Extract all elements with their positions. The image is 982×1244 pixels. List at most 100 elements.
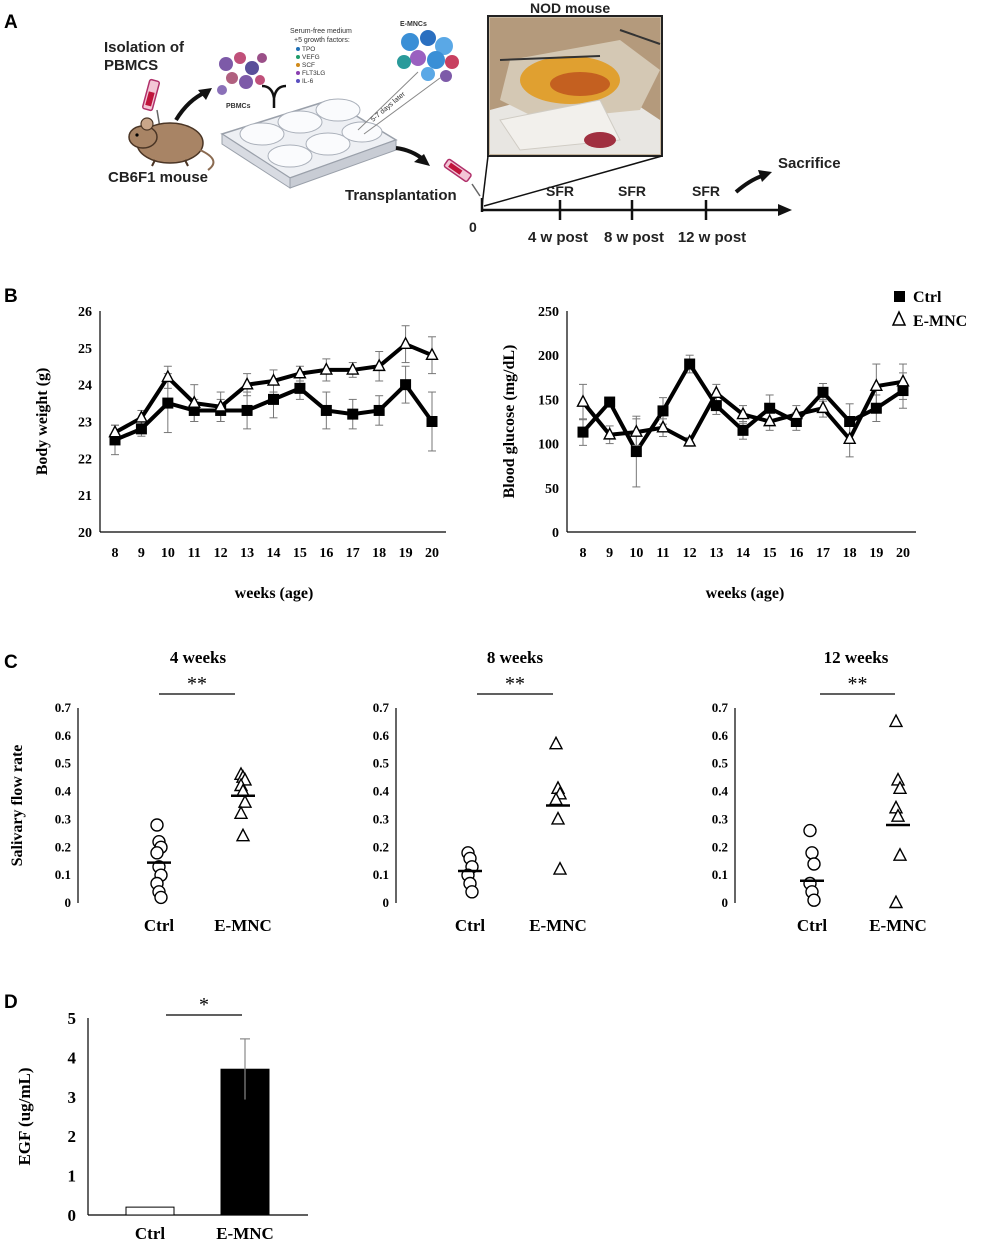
data-point-ctrl bbox=[817, 386, 829, 398]
isolation-label: Isolation of bbox=[104, 39, 185, 56]
medium-dot bbox=[296, 71, 300, 75]
x-tick-label: 11 bbox=[188, 546, 201, 561]
y-tick-label: 0.4 bbox=[55, 784, 72, 799]
y-tick-label: 100 bbox=[538, 438, 559, 453]
data-point-ctrl bbox=[870, 402, 882, 414]
data-point-ctrl bbox=[790, 416, 802, 427]
medium-dot bbox=[296, 47, 300, 51]
data-point-e-mnc bbox=[892, 847, 908, 861]
data-point-e-mnc bbox=[240, 376, 254, 390]
y-tick-label: 0.2 bbox=[373, 839, 389, 854]
data-point-e-mnc bbox=[237, 794, 253, 808]
data-point-e-mnc bbox=[603, 426, 617, 440]
data-point-e-mnc bbox=[709, 385, 723, 399]
data-point-e-mnc bbox=[398, 336, 413, 349]
y-tick-label: 0 bbox=[65, 895, 72, 910]
data-point-ctrl bbox=[400, 379, 412, 391]
panel-label-c: C bbox=[4, 652, 18, 673]
y-tick-label: 0.4 bbox=[712, 784, 729, 799]
y-tick-label: 0 bbox=[552, 526, 559, 541]
data-point-e-mnc bbox=[736, 406, 750, 420]
data-point-ctrl bbox=[604, 396, 616, 408]
arrow-icon bbox=[395, 146, 430, 166]
x-tick-label: 8 bbox=[112, 546, 119, 561]
y-tick-label: 22 bbox=[78, 452, 92, 467]
data-point-e-mnc bbox=[656, 419, 670, 433]
y-tick-label: 0.6 bbox=[373, 728, 390, 743]
data-point-e-mnc bbox=[683, 434, 697, 447]
timeline-marker-bottom: 12 w post bbox=[678, 229, 746, 246]
x-tick-label: 13 bbox=[240, 546, 254, 561]
x-tick-label: 16 bbox=[789, 546, 803, 561]
x-tick-label: 17 bbox=[346, 546, 360, 561]
data-point-ctrl bbox=[135, 423, 147, 435]
x-tick-label: 18 bbox=[372, 546, 386, 561]
data-point-e-mnc bbox=[888, 799, 904, 814]
y-tick-label: 0.6 bbox=[712, 728, 729, 743]
data-point-ctrl bbox=[320, 404, 332, 416]
data-point-e-mnc bbox=[816, 400, 830, 414]
y-tick-label: 0.7 bbox=[712, 700, 729, 715]
data-point-ctrl bbox=[373, 404, 385, 416]
chart-title: 4 weeks bbox=[170, 648, 227, 667]
y-axis-label: Salivary flow rate bbox=[9, 745, 26, 867]
data-point-ctrl bbox=[294, 382, 306, 394]
y-tick-label: 0.4 bbox=[373, 784, 390, 799]
nod-title: NOD mouse bbox=[530, 0, 610, 16]
significance-label: * bbox=[199, 994, 209, 1016]
significance-label: ** bbox=[187, 673, 207, 695]
legend: Ctrl E-MNC bbox=[891, 289, 967, 330]
category-label: Ctrl bbox=[455, 916, 485, 935]
data-point-e-mnc bbox=[161, 369, 175, 383]
data-point-ctrl bbox=[630, 446, 642, 458]
chart-title: 8 weeks bbox=[487, 648, 544, 667]
y-tick-label: 0.1 bbox=[373, 867, 389, 882]
medium-line: VEFG bbox=[302, 54, 320, 61]
category-label: E-MNC bbox=[216, 1224, 274, 1243]
data-point-e-mnc bbox=[214, 398, 228, 412]
x-tick-label: 12 bbox=[214, 546, 228, 561]
y-tick-label: 0.7 bbox=[55, 700, 72, 715]
category-label: Ctrl bbox=[135, 1224, 165, 1243]
medium-line: FLT3LG bbox=[302, 70, 325, 77]
data-point-e-mnc bbox=[319, 362, 333, 375]
data-point-ctrl bbox=[807, 893, 821, 907]
y-tick-label: 0.3 bbox=[55, 811, 72, 826]
bar-ctrl bbox=[125, 1206, 175, 1216]
culture-plate-icon bbox=[220, 98, 398, 189]
category-label: E-MNC bbox=[214, 916, 272, 935]
y-tick-label: 4 bbox=[68, 1048, 77, 1067]
data-point-ctrl bbox=[150, 846, 164, 860]
pbmc-cluster-icon bbox=[217, 52, 267, 95]
y-tick-label: 0.5 bbox=[55, 756, 72, 771]
data-point-e-mnc bbox=[843, 431, 857, 445]
y-axis-label: Blood glucose (mg/dL) bbox=[501, 345, 518, 499]
data-point-e-mnc bbox=[890, 808, 906, 822]
pbmcs-label: PBMCs bbox=[226, 103, 251, 110]
y-tick-label: 5 bbox=[68, 1009, 77, 1028]
panel-label-a: A bbox=[4, 12, 18, 33]
x-tick-label: 20 bbox=[425, 546, 439, 561]
y-tick-label: 0 bbox=[68, 1206, 77, 1225]
legend-marker-emnc bbox=[891, 310, 907, 326]
data-point-e-mnc bbox=[892, 780, 908, 794]
timeline: 0 SFR SFR SFR 4 w post 8 w post 12 w pos… bbox=[469, 155, 841, 246]
y-tick-label: 3 bbox=[68, 1088, 77, 1107]
data-point-ctrl bbox=[154, 890, 168, 905]
zoom-line bbox=[481, 155, 489, 207]
medium-dot bbox=[296, 55, 300, 59]
y-tick-label: 0.5 bbox=[373, 756, 390, 771]
x-tick-label: 15 bbox=[763, 546, 777, 561]
data-point-e-mnc bbox=[233, 805, 249, 820]
x-tick-label: 10 bbox=[629, 546, 643, 561]
y-tick-label: 0.5 bbox=[712, 756, 729, 771]
y-tick-label: 0.3 bbox=[712, 811, 729, 826]
y-tick-label: 1 bbox=[68, 1167, 77, 1186]
mouse-icon bbox=[128, 117, 215, 171]
category-label: Ctrl bbox=[797, 916, 827, 935]
y-tick-label: 2 bbox=[68, 1127, 77, 1146]
y-tick-label: 20 bbox=[78, 526, 92, 541]
category-label: E-MNC bbox=[869, 916, 927, 935]
x-tick-label: 18 bbox=[843, 546, 857, 561]
data-point-e-mnc bbox=[108, 424, 122, 438]
